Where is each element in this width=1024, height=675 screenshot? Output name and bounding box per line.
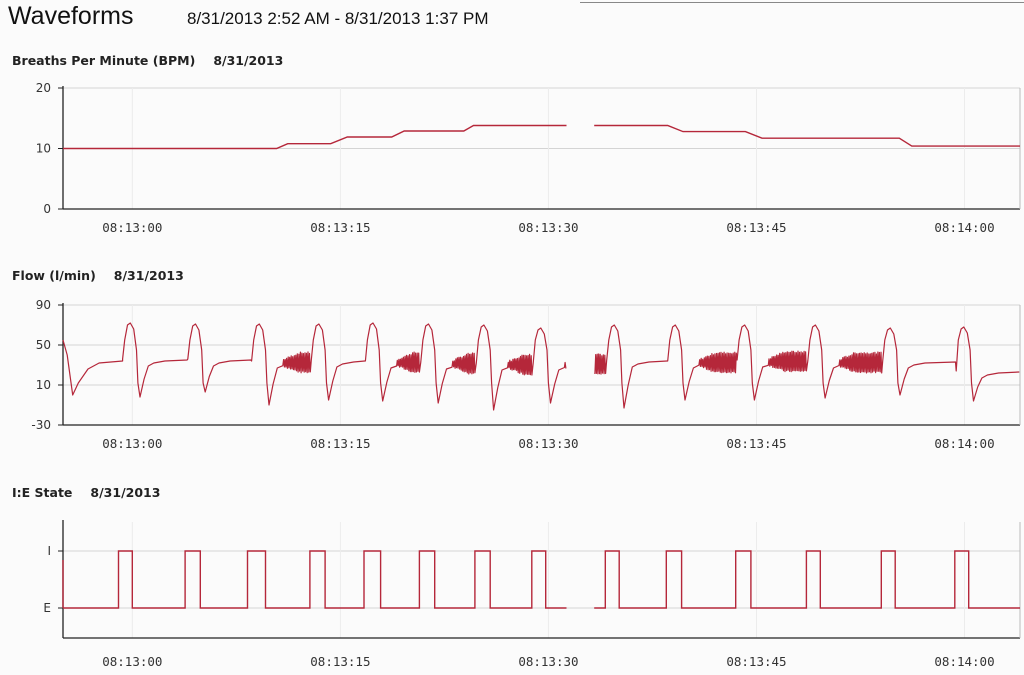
x-tick-label: 08:13:15 <box>310 220 370 235</box>
x-tick-label: 08:13:00 <box>102 436 162 451</box>
ie-series-line-2 <box>594 550 1020 609</box>
panel-date: 8/31/2013 <box>90 485 160 500</box>
chart-panel-2: Flow (l/min) 8/31/2013 -30 10 50 90 08:13:00 08… <box>12 268 1021 451</box>
flow-series-line-1 <box>62 322 567 411</box>
x-tick-label: 08:13:15 <box>310 654 370 669</box>
x-tick-label: 08:14:00 <box>934 436 994 451</box>
chart-panel-3: I:E State 8/31/2013 E I 08:13:00 08:13:15 08:1… <box>12 485 1021 669</box>
y-tick-label: 90 <box>36 298 51 312</box>
panel-title: Flow (l/min) <box>12 268 96 283</box>
y-tick-label: 10 <box>36 378 51 392</box>
panel-date: 8/31/2013 <box>114 268 184 283</box>
flow-series-line-2 <box>594 324 1020 409</box>
x-tick-label: 08:14:00 <box>934 654 994 669</box>
x-tick-label: 08:13:00 <box>102 220 162 235</box>
header-divider <box>580 2 1024 3</box>
chart-panel-1: Breaths Per Minute (BPM) 8/31/2013 0 10 20 08… <box>12 53 1021 235</box>
y-tick-label: 0 <box>43 202 51 216</box>
panel-date: 8/31/2013 <box>213 53 283 68</box>
y-tick-label: 20 <box>36 81 51 95</box>
report-header: Waveforms 8/31/2013 2:52 AM - 8/31/2013 … <box>0 0 1024 34</box>
y-tick-label: -30 <box>31 418 51 432</box>
bpm-series-line-2 <box>594 124 1020 147</box>
report-date-range: 8/31/2013 2:52 AM - 8/31/2013 1:37 PM <box>187 9 489 28</box>
panel-title: Breaths Per Minute (BPM) <box>12 53 195 68</box>
panel-title: I:E State <box>12 485 72 500</box>
x-tick-label: 08:13:45 <box>726 436 786 451</box>
report-title: Waveforms <box>8 2 134 30</box>
x-tick-label: 08:13:30 <box>518 654 578 669</box>
x-tick-label: 08:13:00 <box>102 654 162 669</box>
x-tick-label: 08:13:45 <box>726 220 786 235</box>
x-tick-label: 08:13:30 <box>518 220 578 235</box>
y-tick-label: 10 <box>36 142 51 156</box>
bpm-series-line-1 <box>63 124 567 150</box>
x-tick-label: 08:13:15 <box>310 436 370 451</box>
x-tick-label: 08:13:30 <box>518 436 578 451</box>
y-tick-label: I <box>47 544 51 558</box>
y-tick-label: E <box>43 601 51 615</box>
x-tick-label: 08:14:00 <box>934 220 994 235</box>
x-tick-label: 08:13:45 <box>726 654 786 669</box>
ie-series-line-1 <box>63 550 567 609</box>
y-tick-label: 50 <box>36 338 51 352</box>
